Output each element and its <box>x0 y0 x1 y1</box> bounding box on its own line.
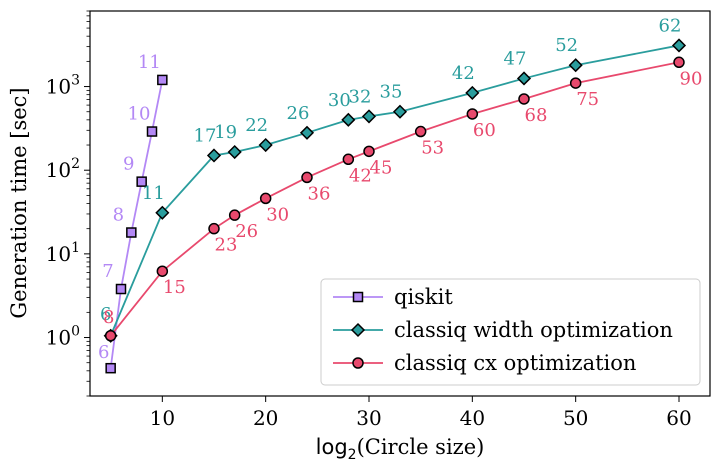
data-label: 30 <box>328 90 351 111</box>
data-label: 47 <box>504 48 527 69</box>
data-label: 32 <box>349 86 372 107</box>
data-point <box>157 74 168 86</box>
data-point <box>361 109 377 124</box>
data-point <box>392 104 408 119</box>
x-tick-label: 20 <box>253 406 278 430</box>
data-label: 19 <box>214 122 237 143</box>
data-label: 45 <box>370 157 393 178</box>
legend-label: qiskit <box>394 285 453 309</box>
y-axis-label: Generation time [sec] <box>7 87 31 318</box>
data-label: 6 <box>100 304 111 325</box>
data-label: 9 <box>123 154 134 175</box>
data-label: 35 <box>380 82 403 103</box>
data-point <box>208 222 220 235</box>
legend: qiskit classiq width optimization classiq … <box>320 278 701 386</box>
y-tick-label: 101 <box>46 240 80 266</box>
x-tick-label: 40 <box>460 406 485 430</box>
data-point <box>115 283 127 295</box>
data-point <box>206 148 222 163</box>
data-point <box>258 137 273 153</box>
data-label: 90 <box>680 68 703 89</box>
data-label: 10 <box>128 104 151 125</box>
data-point <box>105 362 116 374</box>
data-point <box>156 265 169 277</box>
legend-marker <box>352 291 364 303</box>
data-label: 11 <box>138 52 161 73</box>
x-tick-label: 10 <box>150 406 175 430</box>
data-point <box>136 176 147 187</box>
axis-ticks: 10 20 30 40 50 60 100 101 102 103 <box>46 10 692 430</box>
data-point <box>126 227 137 238</box>
data-label: 52 <box>555 35 578 56</box>
data-point <box>466 108 479 120</box>
plot-frame <box>89 10 711 397</box>
data-label: 36 <box>308 183 331 204</box>
data-point <box>301 171 313 184</box>
data-point <box>299 125 315 140</box>
data-label: 8 <box>103 307 114 328</box>
legend-label: classiq width optimization <box>394 318 673 342</box>
series-layer <box>103 38 687 374</box>
data-point <box>671 38 687 53</box>
data-label: 17 <box>194 125 217 146</box>
data-point <box>227 144 242 160</box>
data-label: 26 <box>235 221 258 242</box>
data-point <box>518 93 530 105</box>
data-label: 26 <box>287 103 310 124</box>
data-point <box>155 205 170 220</box>
data-point <box>673 56 685 69</box>
y-tick-label: 103 <box>46 73 80 99</box>
x-tick-label: 30 <box>356 406 381 430</box>
data-label: 11 <box>142 183 165 204</box>
data-point <box>568 58 583 73</box>
data-label: 22 <box>245 115 268 136</box>
data-point <box>259 192 272 205</box>
data-label: 53 <box>421 138 444 159</box>
data-label: 75 <box>576 89 599 110</box>
x-tick-label: 50 <box>563 406 588 430</box>
data-point <box>228 209 241 221</box>
data-label: 42 <box>349 165 372 186</box>
legend-label: classiq cx optimization <box>394 351 636 375</box>
data-label: 6 <box>98 342 109 363</box>
data-label: 23 <box>215 235 238 256</box>
x-axis-label: log2(Circle size) <box>316 435 485 463</box>
data-point <box>363 145 375 158</box>
legend-box <box>320 278 701 386</box>
legend-marker <box>350 322 366 338</box>
y-tick-label: 100 <box>46 324 80 350</box>
data-point <box>341 112 356 127</box>
y-tick-label: 102 <box>46 156 80 182</box>
legend-marker <box>352 357 364 369</box>
data-point <box>465 85 480 100</box>
data-point <box>569 77 582 89</box>
x-tick-label: 60 <box>666 406 691 430</box>
data-point <box>516 71 532 86</box>
data-label: 8 <box>113 205 124 226</box>
data-label: 62 <box>659 15 682 36</box>
data-point <box>414 125 427 138</box>
data-label: 30 <box>266 204 289 225</box>
data-point <box>146 126 158 137</box>
series-line <box>109 79 164 369</box>
data-label: 7 <box>102 261 113 282</box>
data-label: 42 <box>452 63 475 84</box>
data-label: 15 <box>163 277 186 298</box>
data-label: 68 <box>525 105 548 126</box>
data-point <box>104 330 117 342</box>
data-point <box>342 153 355 166</box>
data-label: 60 <box>473 120 496 141</box>
